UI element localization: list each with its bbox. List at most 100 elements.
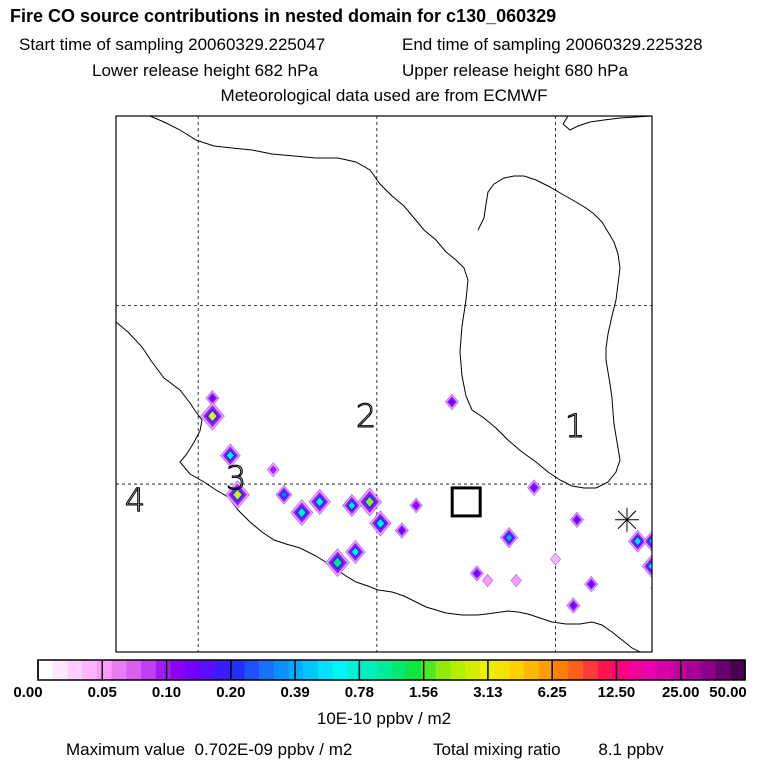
colorbar-tick-label: 0.20 — [216, 684, 246, 701]
source-blob — [499, 526, 519, 549]
colorbar-swatch — [465, 660, 481, 680]
end-time-label: End time of sampling — [402, 35, 561, 54]
colorbar-tick-label: 0.05 — [87, 684, 117, 701]
colorbar-swatch — [258, 660, 275, 680]
source-blob — [275, 484, 293, 505]
region-label-3: 3 — [226, 459, 246, 497]
source-contour — [648, 537, 652, 545]
colorbar-swatch — [229, 660, 245, 680]
max-value-label: Maximum value — [66, 740, 186, 759]
source-blob — [469, 565, 484, 582]
total-mixing-label: Total mixing ratio — [433, 740, 561, 759]
source-blob — [510, 573, 522, 588]
source-contour — [448, 398, 455, 406]
source-contour — [658, 518, 668, 529]
source-blob — [325, 548, 350, 578]
start-time-label: Start time of sampling — [19, 35, 184, 54]
colorbar-swatch — [362, 660, 378, 680]
colorbar-swatch — [700, 660, 717, 680]
lower-release-line: Lower release height 682 hPa — [92, 61, 318, 81]
colorbar-swatch — [420, 660, 437, 680]
upper-release-line: Upper release height 680 hPa — [402, 61, 628, 81]
colorbar-swatch — [509, 660, 525, 680]
source-blob — [527, 479, 542, 496]
source-contour — [351, 547, 359, 556]
colorbar-swatch — [391, 660, 407, 680]
source-blob — [444, 393, 459, 411]
source-contour — [348, 501, 356, 510]
source-blob — [308, 488, 331, 515]
coastline-gulf — [116, 116, 621, 489]
colorbar-swatch — [170, 660, 186, 680]
source-contour — [473, 569, 480, 577]
colorbar-swatch — [435, 660, 451, 680]
colorbar-tick-label: 1.56 — [409, 684, 439, 701]
source-blob — [225, 480, 250, 510]
colorbar-swatch — [126, 660, 142, 680]
max-value: 0.702E-09 ppbv / m2 — [194, 740, 353, 759]
colorbar-unit: 10E-10 ppbv / m2 — [316, 709, 452, 728]
graticule — [116, 116, 652, 652]
upper-release-label: Upper release height — [402, 61, 560, 80]
coastline-ne — [562, 116, 652, 131]
receptor-square — [450, 486, 482, 518]
region-label-2: 2 — [356, 397, 376, 435]
source-contour — [650, 585, 652, 590]
lower-release-label: Lower release height — [92, 61, 250, 80]
lower-release-value: 682 hPa — [254, 61, 318, 80]
colorbar-swatch — [155, 660, 172, 680]
source-blob — [394, 522, 409, 539]
colorbar-tick-label: 25.00 — [661, 684, 700, 701]
source-blob — [642, 530, 652, 552]
colorbar-tick-label: 3.13 — [473, 684, 503, 701]
source-contour — [510, 573, 522, 588]
source-contour — [233, 489, 242, 500]
colorbar-swatch — [612, 660, 628, 680]
coastline-pacific — [116, 321, 641, 652]
source-contour — [365, 497, 374, 507]
source-blob — [641, 554, 652, 579]
region-label-1: 1 — [565, 407, 585, 445]
colorbar-swatch — [641, 660, 658, 680]
source-contour — [506, 534, 513, 542]
source-blob — [482, 573, 494, 588]
colorbar-swatch — [52, 660, 68, 680]
source-blob — [345, 539, 366, 565]
colorbar-swatch — [332, 660, 348, 680]
source-contour — [570, 602, 577, 610]
met-data-line: Meteorological data used are from ECMWF — [220, 86, 548, 105]
source-blob — [627, 529, 648, 553]
colorbar-swatch — [185, 660, 201, 680]
end-time-value: 20060329.225328 — [565, 35, 703, 54]
end-time-line: End time of sampling 20060329.225328 — [402, 35, 703, 55]
total-mixing-value: 8.1 ppbv — [598, 740, 664, 759]
colorbar-tick-label: 0.00 — [13, 684, 43, 701]
source-blobs — [200, 390, 669, 614]
source-blob — [569, 511, 584, 529]
source-contour — [574, 516, 580, 524]
colorbar-swatch — [347, 660, 363, 680]
source-contour — [333, 557, 342, 568]
colorbar-swatch — [730, 660, 746, 680]
region-labels: 1 2 3 4 — [124, 396, 585, 519]
colorbar-swatch — [141, 660, 157, 680]
source-blob — [656, 516, 669, 532]
upper-release-value: 680 hPa — [564, 61, 628, 80]
source-blob — [266, 462, 280, 478]
source-contour — [269, 465, 277, 475]
source-contour — [208, 411, 217, 422]
source-blob — [290, 499, 314, 527]
colorbar-swatch — [568, 660, 584, 680]
source-blob — [584, 575, 599, 593]
source-blob — [566, 597, 581, 614]
source-contour — [209, 394, 216, 402]
source-blob — [200, 401, 225, 431]
source-contour — [376, 518, 385, 528]
colorbar-swatch — [67, 660, 83, 680]
colorbar-frame — [37, 659, 746, 681]
colorbar-swatch — [582, 660, 599, 680]
colorbar-swatch — [111, 660, 127, 680]
colorbar-swatch — [450, 660, 466, 680]
colorbar-swatch — [494, 660, 510, 680]
